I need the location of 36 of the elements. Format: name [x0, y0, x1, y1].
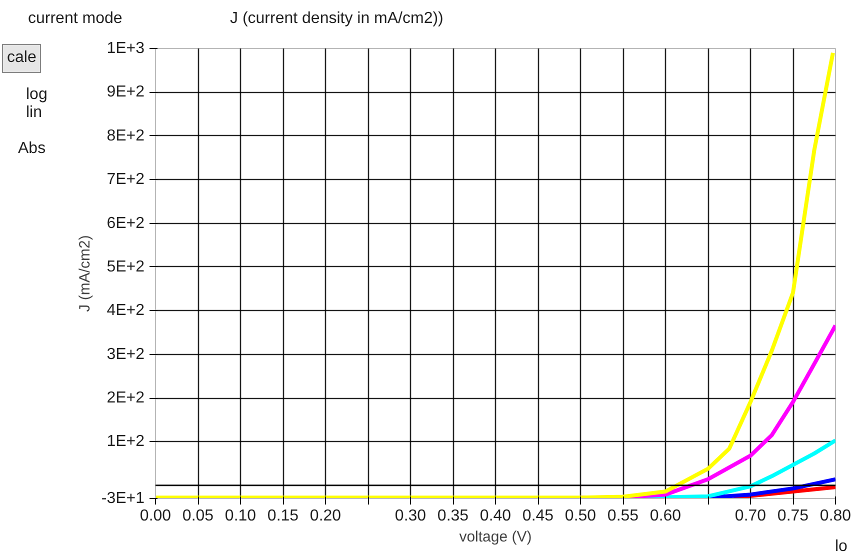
text: current mode [28, 9, 122, 29]
x-tick-label: 0.30 [394, 508, 426, 524]
y-axis-title: J (mA/cm2) [76, 235, 94, 312]
y-tick-label: 4E+2 [106, 302, 145, 320]
x-tick-label: 0.60 [650, 508, 682, 524]
text: Abs [18, 139, 46, 159]
y-tick-label: 6E+2 [106, 214, 145, 232]
y-tick-label: 2E+2 [106, 390, 145, 407]
chart-title: J (current density in mA/cm2)) [230, 9, 444, 29]
x-tick-label: 0.50 [564, 508, 596, 524]
text: lin [26, 103, 42, 123]
y-tick-label: 9E+2 [106, 84, 145, 101]
x-tick-label: 0.20 [310, 508, 342, 524]
text: log [26, 86, 48, 103]
x-tick-label: 0.00 [140, 508, 172, 524]
x-tick-label: 0.80 [820, 508, 852, 524]
text: lo [835, 537, 848, 557]
y-tick-label: 1E+3 [106, 40, 145, 57]
text: cale [2, 44, 42, 73]
y-tick-label: 1E+2 [106, 433, 145, 450]
x-tick-label: 0.05 [182, 508, 214, 524]
x-tick-label: 0.35 [437, 508, 469, 524]
x-tick-label: 0.75 [777, 508, 809, 524]
y-tick-label: 3E+2 [106, 346, 145, 363]
x-tick-label: 0.70 [734, 508, 766, 524]
line-series [156, 50, 835, 498]
x-tick-label: 0.40 [480, 508, 512, 524]
x-axis-title: voltage (V) [459, 528, 532, 546]
x-tick-label: 0.45 [522, 508, 554, 524]
x-tick-label: 0.15 [267, 508, 299, 524]
y-tick-label: -3E+1 [101, 490, 145, 507]
y-tick-label: 5E+2 [106, 258, 145, 276]
y-tick-label: 8E+2 [106, 127, 145, 144]
x-tick-label: 0.10 [224, 508, 256, 524]
y-tick-label: 7E+2 [106, 171, 145, 188]
x-tick-label: 0.55 [607, 508, 639, 524]
